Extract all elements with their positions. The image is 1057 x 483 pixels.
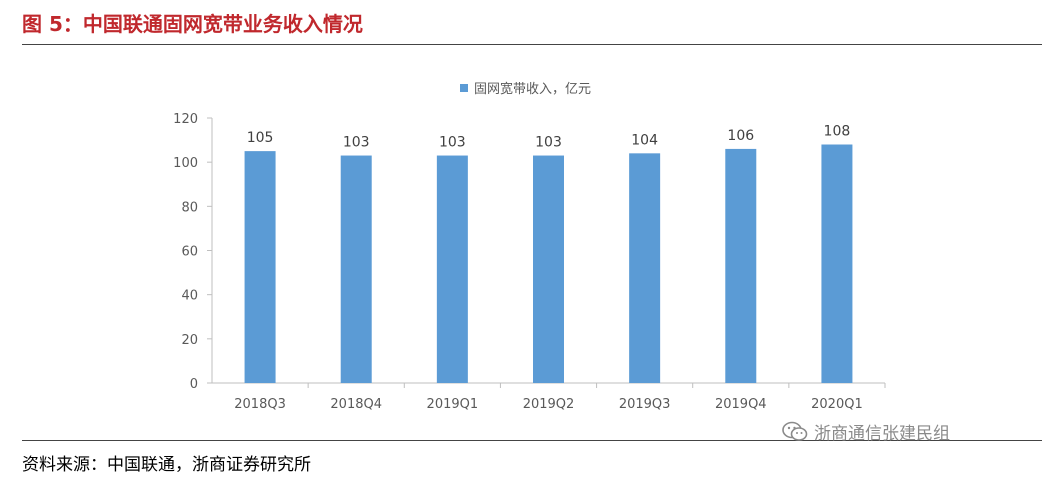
- legend-swatch: [460, 83, 468, 92]
- wechat-icon: [782, 421, 808, 441]
- bar: [629, 153, 661, 383]
- x-tick-label: 2018Q4: [330, 397, 382, 412]
- top-divider: [22, 44, 1042, 45]
- x-tick-label: 2019Q3: [619, 397, 671, 412]
- bar: [340, 155, 372, 383]
- data-label: 103: [439, 135, 466, 151]
- x-tick-label: 2019Q1: [427, 397, 479, 412]
- y-tick-label: 20: [181, 333, 198, 348]
- y-tick-label: 80: [181, 200, 198, 215]
- y-tick-label: 0: [190, 377, 198, 392]
- data-label: 104: [631, 132, 658, 148]
- y-tick-label: 60: [181, 245, 198, 260]
- bar: [725, 148, 757, 383]
- chart-legend: 固网宽带收入，亿元: [460, 78, 591, 97]
- data-label: 103: [535, 135, 562, 151]
- x-tick-label: 2019Q2: [523, 397, 575, 412]
- x-tick-label: 2020Q1: [811, 397, 863, 412]
- y-tick-label: 40: [181, 289, 198, 304]
- y-tick-label: 100: [173, 156, 198, 171]
- x-tick-label: 2018Q3: [234, 397, 286, 412]
- figure-title: 图 5：中国联通固网宽带业务收入情况: [22, 12, 363, 36]
- bar: [436, 155, 468, 383]
- x-tick-label: 2019Q4: [715, 397, 767, 412]
- bottom-divider: [22, 440, 1042, 441]
- y-tick-label: 120: [173, 112, 198, 127]
- data-label: 106: [727, 128, 754, 144]
- bar: [533, 155, 564, 383]
- watermark: 浙商通信张建民组: [782, 419, 950, 444]
- source-note: 资料来源：中国联通，浙商证券研究所: [22, 455, 311, 475]
- data-label: 105: [247, 130, 274, 146]
- legend-label: 固网宽带收入，亿元: [474, 82, 592, 97]
- bar-chart: 0 20 40 60 80 100 120 105 2018Q3 103 2018Q4 103 2019…: [173, 112, 886, 412]
- watermark-text: 浙商通信张建民组: [814, 424, 950, 444]
- bar: [821, 144, 853, 383]
- data-label: 108: [824, 124, 851, 140]
- data-label: 103: [343, 135, 370, 151]
- bar: [244, 151, 276, 383]
